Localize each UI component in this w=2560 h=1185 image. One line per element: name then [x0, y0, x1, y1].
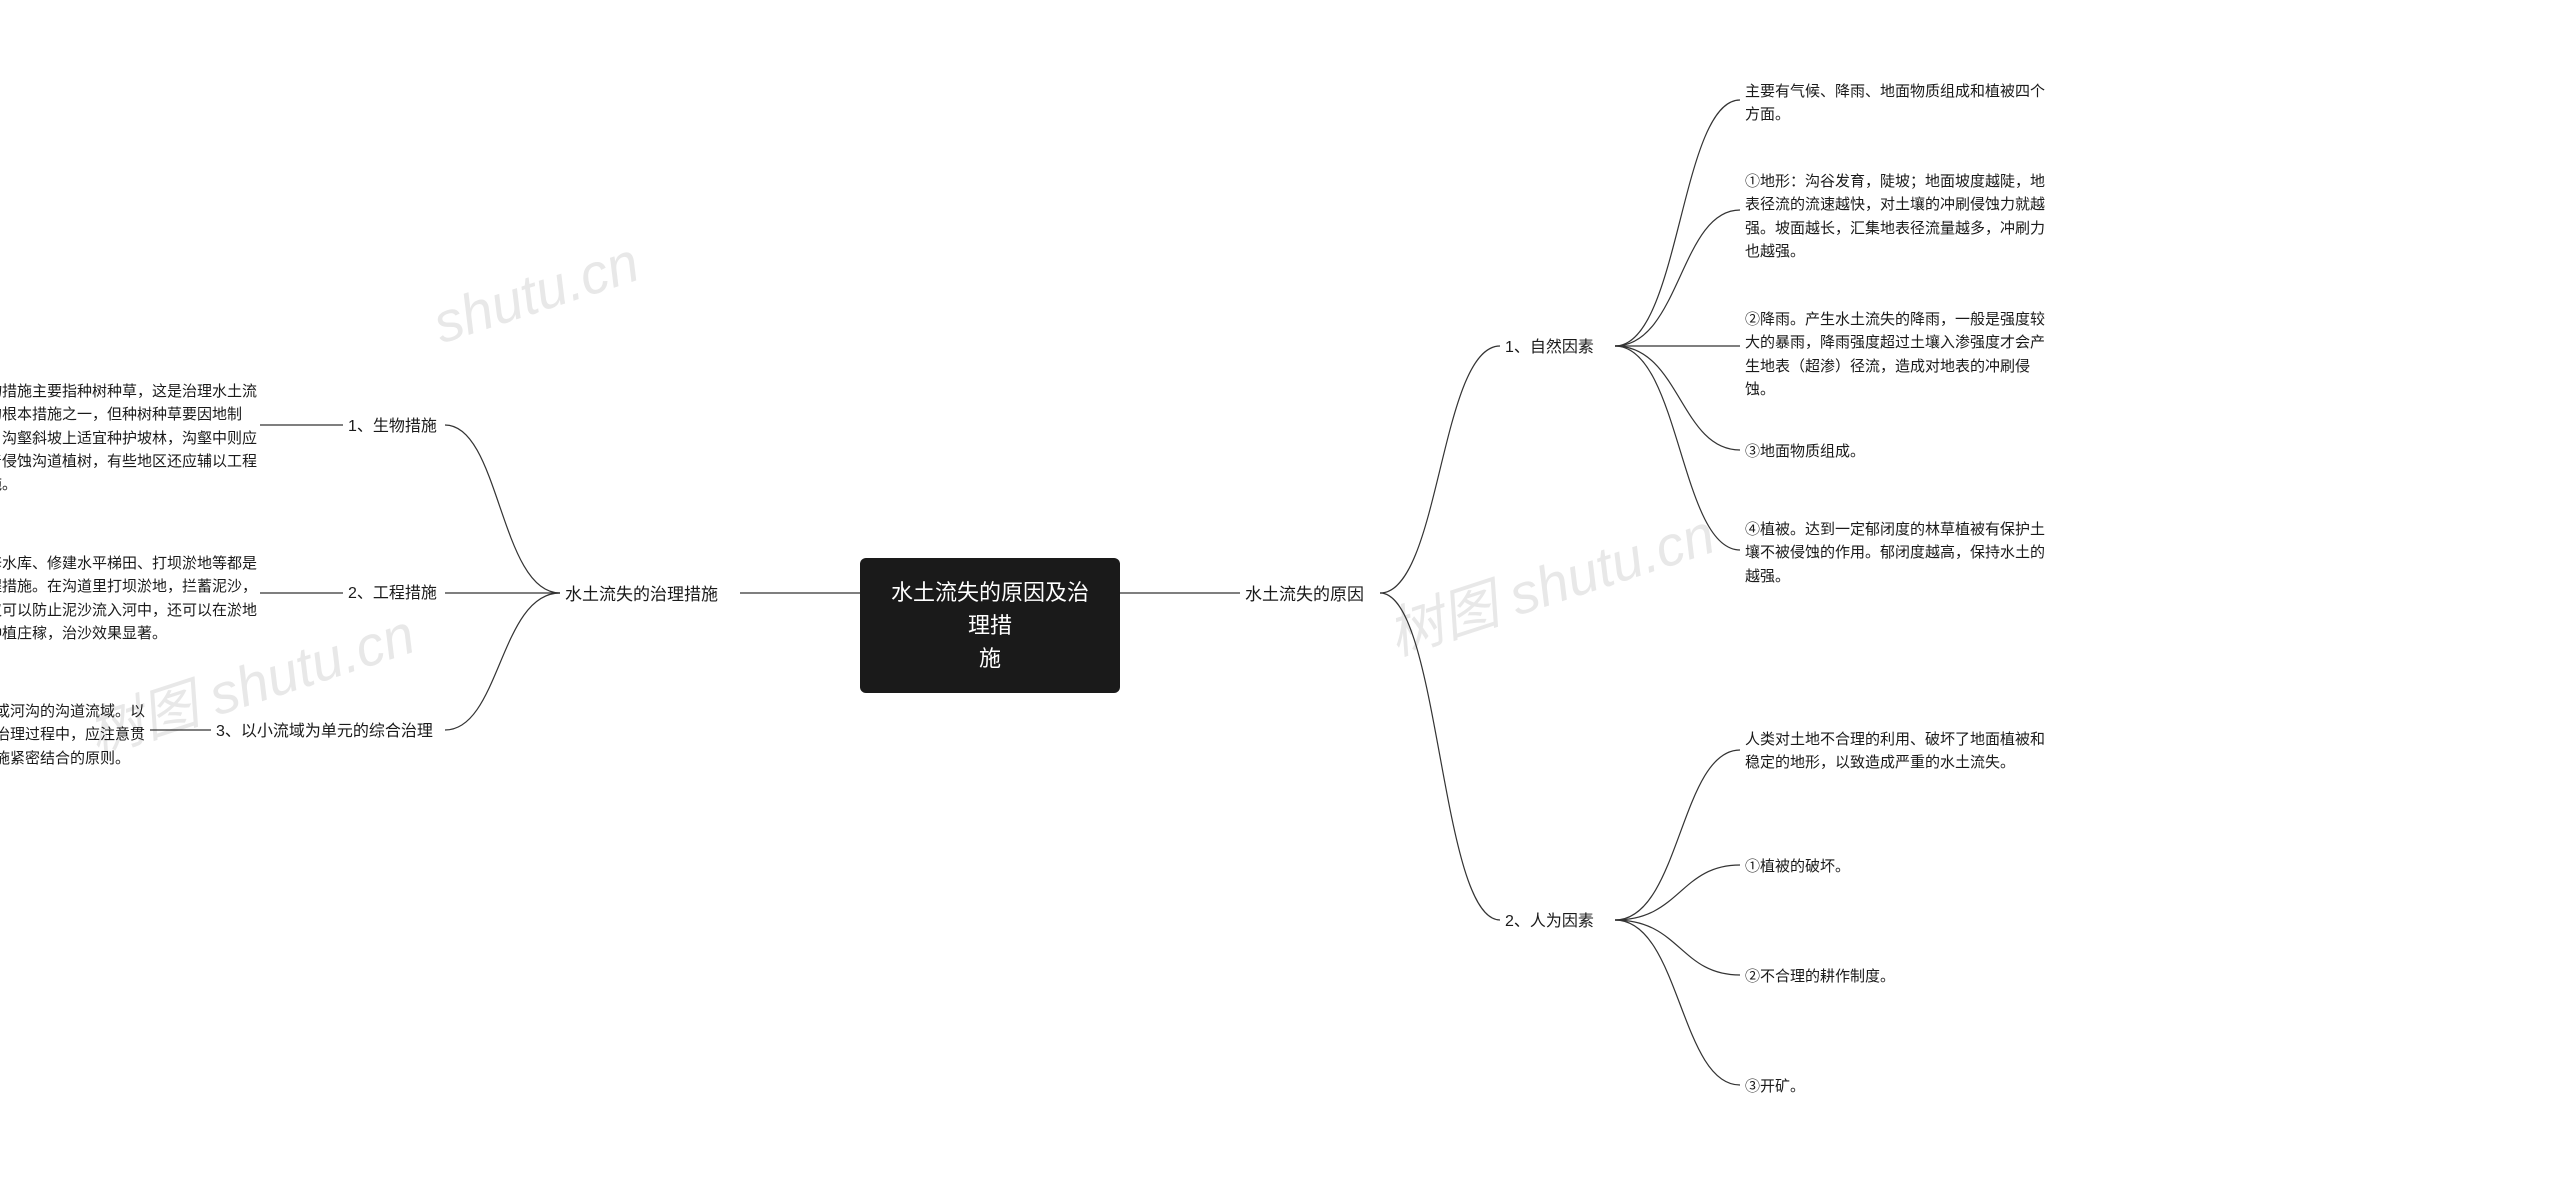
- leaf-basin-text: 小流域指相当于坳沟或河沟的沟道流域。以小流域为单元的综合治理过程中，应注意贯彻生…: [0, 700, 150, 770]
- leaf-human-2: ②不合理的耕作制度。: [1745, 965, 1895, 988]
- leaf-human-3: ③开矿。: [1745, 1075, 1805, 1098]
- leaf-human-1: ①植被的破坏。: [1745, 855, 1850, 878]
- root-title: 水土流失的原因及治理措 施: [891, 580, 1089, 671]
- leaf-natural-2: ②降雨。产生水土流失的降雨，一般是强度较大的暴雨，降雨强度超过土壤入渗强度才会产…: [1745, 308, 2055, 401]
- sub-natural: 1、自然因素: [1505, 336, 1594, 360]
- sub-human: 2、人为因素: [1505, 910, 1594, 934]
- leaf-human-0: 人类对土地不合理的利用、破坏了地面植被和稳定的地形，以致造成严重的水土流失。: [1745, 728, 2055, 775]
- sub-eng: 2、工程措施: [348, 582, 437, 606]
- watermark-1: shutu.cn: [425, 229, 646, 356]
- branch-measures: 水土流失的治理措施: [565, 582, 718, 608]
- leaf-natural-0: 主要有气候、降雨、地面物质组成和植被四个方面。: [1745, 80, 2055, 127]
- leaf-natural-3: ③地面物质组成。: [1745, 440, 1865, 463]
- leaf-natural-1: ①地形：沟谷发育，陡坡；地面坡度越陡，地表径流的流速越快，对土壤的冲刷侵蚀力就越…: [1745, 170, 2055, 263]
- leaf-bio-text: 生物措施主要指种树种草，这是治理水土流失的根本措施之一，但种树种草要因地制宜，沟…: [0, 380, 262, 496]
- root-node: 水土流失的原因及治理措 施: [860, 558, 1120, 693]
- sub-basin: 3、以小流域为单元的综合治理: [216, 720, 433, 744]
- sub-bio: 1、生物措施: [348, 415, 437, 439]
- leaf-natural-4: ④植被。达到一定郁闭度的林草植被有保护土壤不被侵蚀的作用。郁闭度越高，保持水土的…: [1745, 518, 2055, 588]
- branch-causes: 水土流失的原因: [1245, 582, 1364, 608]
- watermark-3: 树图 shutu.cn: [1376, 490, 1724, 672]
- leaf-eng-text: 兴修水库、修建水平梯田、打坝淤地等都是工程措施。在沟道里打坝淤地，拦蓄泥沙，不仅…: [0, 552, 262, 645]
